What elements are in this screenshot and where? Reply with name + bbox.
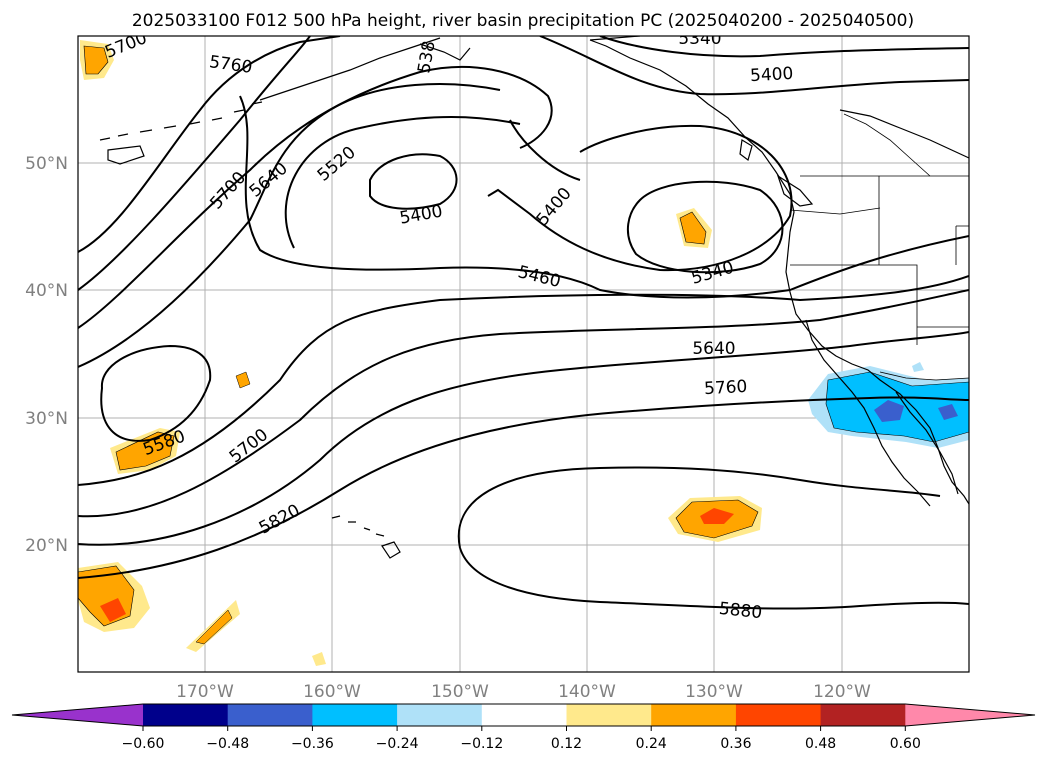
lon-label: 150°W (431, 682, 489, 702)
colorbar-tick-label: 0.36 (720, 736, 751, 752)
contour-label-5640: 5640 (692, 339, 735, 359)
colorbar-tick-label: 0.60 (890, 736, 921, 752)
colorbar-segment (397, 704, 483, 726)
colorbar-segment (481, 704, 567, 726)
lon-label: 170°W (176, 682, 234, 702)
lon-label: 160°W (303, 682, 361, 702)
colorbar-extend-max (905, 704, 1035, 726)
lon-label: 140°W (558, 682, 616, 702)
lon-label: 130°W (685, 682, 743, 702)
lon-label: 120°W (813, 682, 871, 702)
borders (789, 113, 969, 381)
colorbar: −0.60 −0.48 −0.36 −0.24 −0.12 0.12 0.24 0.36 0.4… (11, 703, 1036, 752)
map-area: 5700 5760 538 5340 5400 5700 5640 5520 5… (78, 29, 969, 672)
contour-label-5760: 5760 (704, 377, 748, 399)
contour-label-5880: 5880 (718, 599, 763, 623)
lon-labels: 170°W 160°W 150°W 140°W 130°W 120°W (176, 682, 871, 702)
colorbar-tick-label: 0.12 (551, 736, 582, 752)
colorbar-tick-label: 0.48 (805, 736, 836, 752)
colorbar-segment (820, 704, 906, 726)
colorbar-segment (312, 704, 398, 726)
colorbar-tick-label: 0.24 (636, 736, 667, 752)
contour-label-5340: 5340 (678, 29, 721, 49)
lat-label: 20°N (25, 536, 68, 556)
colorbar-tick-label: −0.36 (291, 736, 334, 752)
lat-label: 40°N (25, 281, 68, 301)
precip-shading (78, 40, 969, 666)
lat-label: 50°N (25, 154, 68, 174)
colorbar-segment (651, 704, 737, 726)
colorbar-extend-min (12, 704, 143, 726)
map-frame (77, 35, 970, 673)
coastlines (99, 36, 969, 559)
colorbar-tick-label: −0.48 (206, 736, 249, 752)
map-title: 2025033100 F012 500 hPa height, river ba… (132, 11, 914, 31)
colorbar-tick-label: −0.24 (376, 736, 419, 752)
colorbar-segment (227, 704, 313, 726)
colorbar-tick-label: −0.60 (122, 736, 165, 752)
lat-label: 30°N (25, 409, 68, 429)
contour-label-5400: 5400 (750, 64, 794, 86)
colorbar-segment (143, 704, 229, 726)
height-contours (78, 36, 969, 610)
colorbar-segment (566, 704, 652, 726)
colorbar-tick-label: −0.12 (460, 736, 503, 752)
colorbar-segment (735, 704, 822, 726)
lat-labels: 50°N 40°N 30°N 20°N (25, 154, 68, 556)
